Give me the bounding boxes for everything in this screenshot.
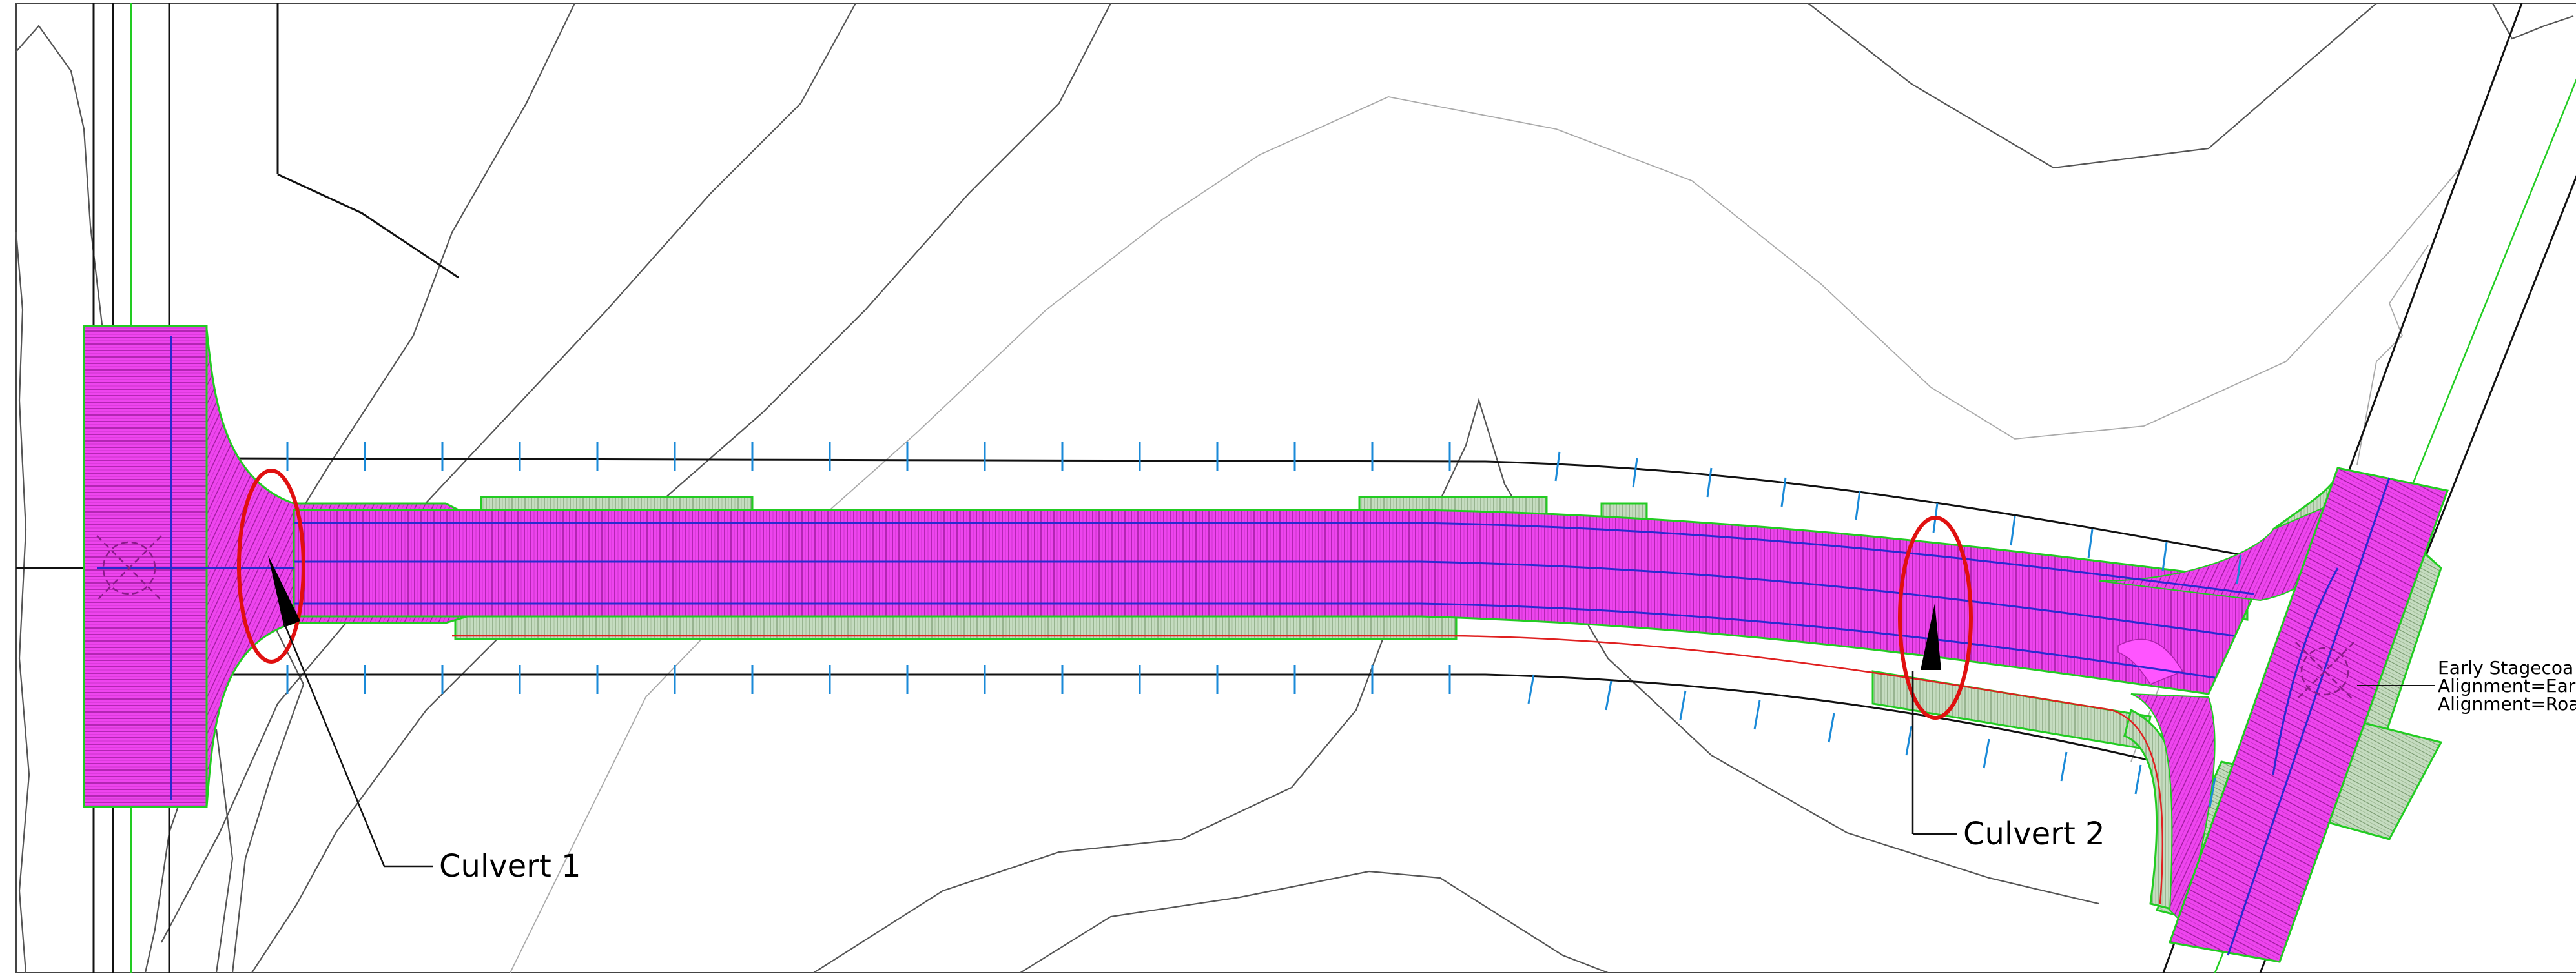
culvert-1-marker [237, 469, 433, 868]
alignment-note: Early Stagecoa Alignment=Earl Alignment=… [2357, 657, 2576, 715]
station-tick-bottom [2060, 751, 2068, 782]
alignment-note-line-2: Alignment=Earl [2438, 675, 2576, 696]
intersection-markers [96, 535, 2354, 701]
culvert-2-marker [1898, 516, 1973, 835]
station-tick-top [1554, 451, 1561, 482]
station-tick-top [2161, 542, 2168, 572]
station-tick-top [1706, 467, 1713, 498]
right-of-way-lines [206, 457, 2313, 769]
drawing-frame [15, 3, 2576, 973]
station-tick-top [1632, 458, 1638, 488]
station-tick-bottom [2134, 764, 2142, 795]
culvert-1-label: Culvert 1 [439, 848, 581, 884]
station-tick-bottom [1905, 726, 1913, 756]
station-tick-bottom [1828, 713, 1835, 743]
station-tick-top [2236, 554, 2242, 585]
station-ticks [286, 442, 2242, 808]
alignment-note-line-3: Alignment=Roa [2438, 693, 2576, 715]
station-tick-bottom [1527, 674, 1535, 704]
station-tick-top [2087, 529, 2094, 559]
station-tick-bottom [1679, 690, 1687, 720]
station-tick-top [2010, 516, 2016, 546]
station-tick-bottom [1605, 680, 1613, 711]
station-tick-bottom [2209, 777, 2216, 808]
alignment-note-line-1: Early Stagecoa [2438, 657, 2573, 678]
roadway-centerlines [97, 336, 2391, 956]
station-tick-top [1780, 477, 1787, 507]
proposed-roadway [83, 325, 2449, 963]
culvert-2-label: Culvert 2 [1963, 816, 2105, 852]
station-tick-bottom [1983, 738, 1990, 769]
station-tick-bottom [1753, 700, 1761, 730]
station-tick-top [1855, 490, 1861, 520]
pavement-edge-red [452, 635, 2164, 904]
